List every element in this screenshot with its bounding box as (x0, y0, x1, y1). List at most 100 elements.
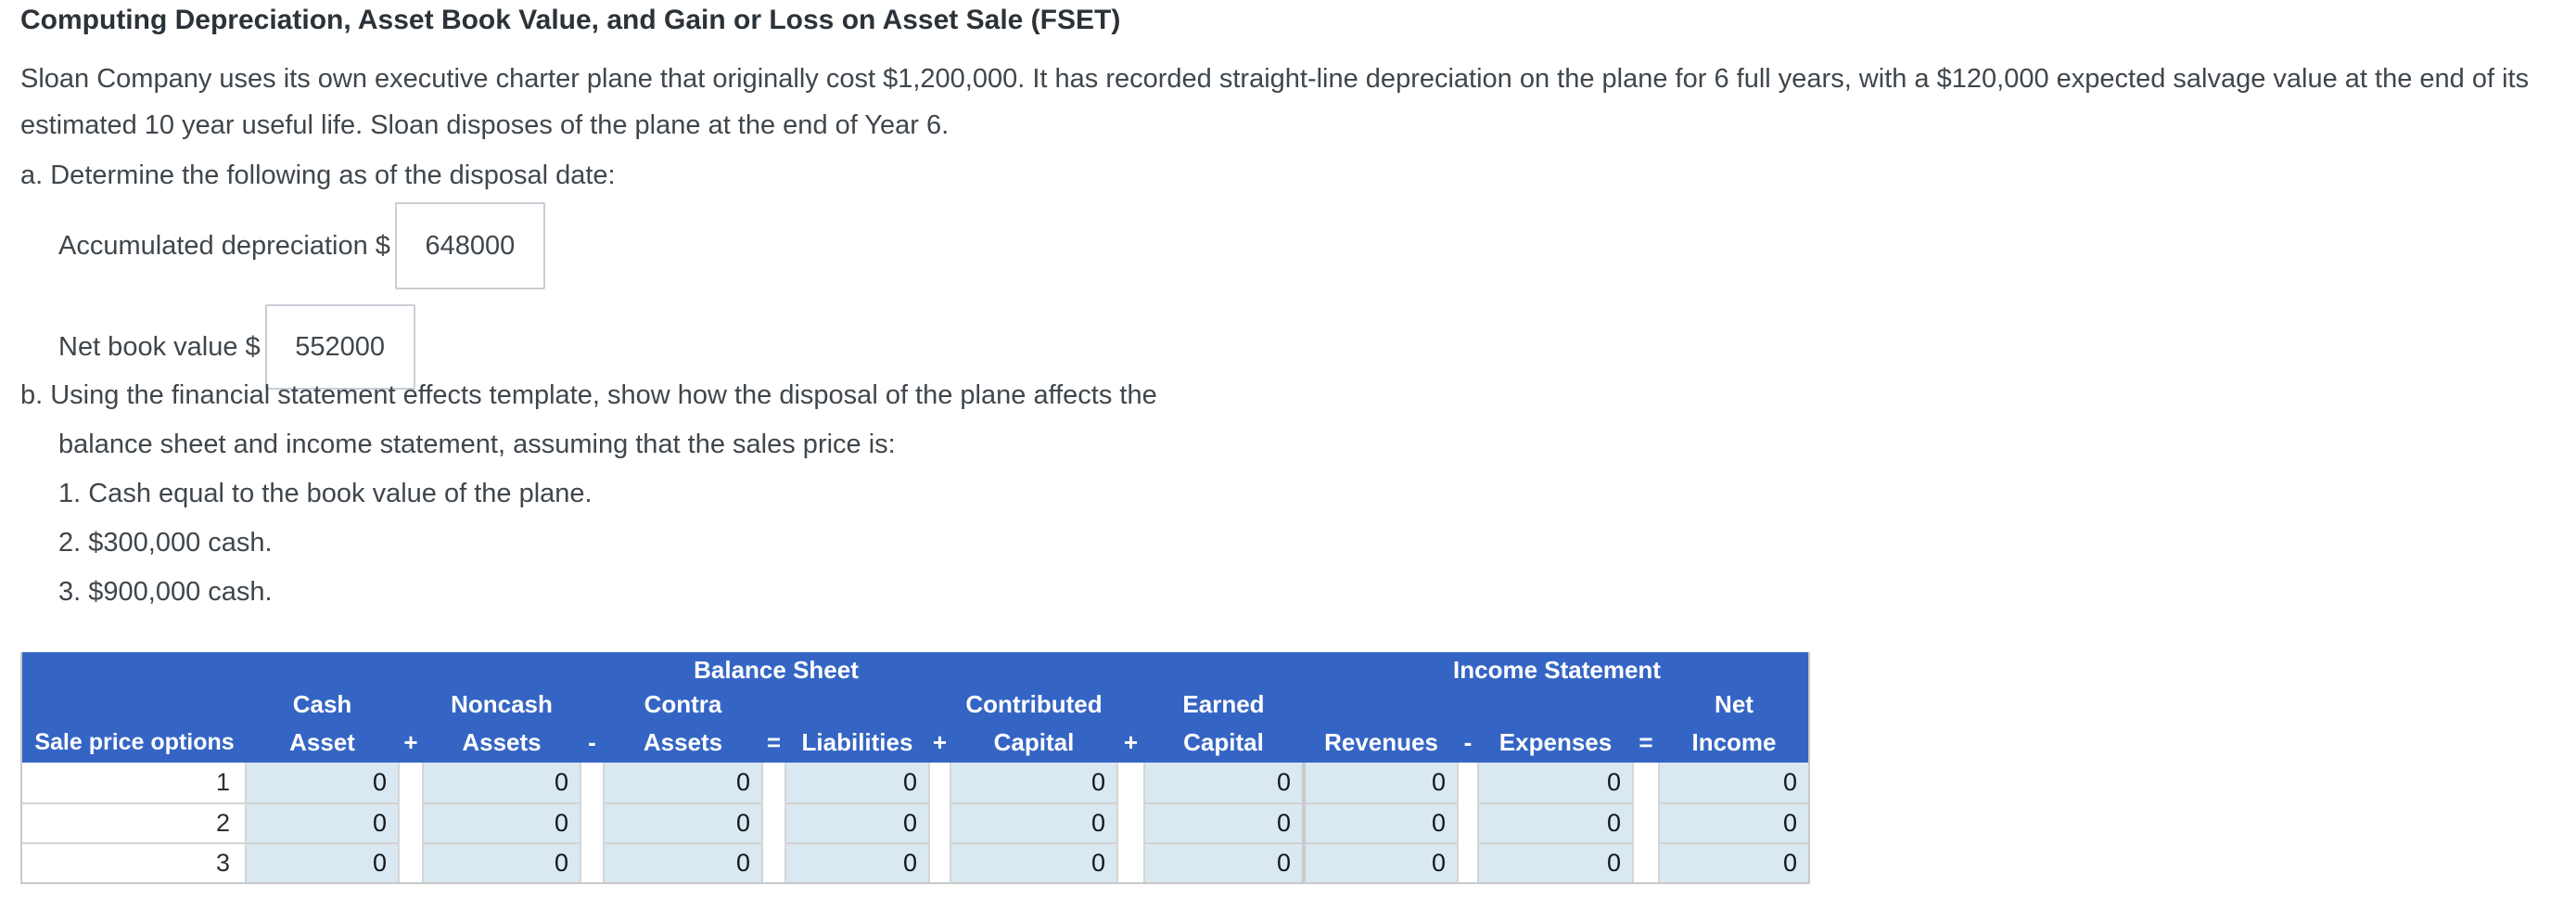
ch-top-op7 (1632, 687, 1660, 722)
fset-cell-contra-assets[interactable]: 0 (605, 842, 761, 882)
ch-top-expenses (1479, 687, 1632, 722)
part-b-item-3: 3. $900,000 cash. (58, 577, 273, 607)
row-option-label: 2 (22, 802, 247, 842)
fset-cell-liabilities[interactable]: 0 (786, 763, 928, 802)
ch-top-op3 (761, 687, 786, 722)
exercise-title: Computing Depreciation, Asset Book Value… (20, 5, 1121, 35)
ch-top-cash: Cash (247, 687, 398, 722)
equals-operator-1: = (761, 722, 786, 763)
fset-cell-net-income[interactable]: 0 (1660, 763, 1808, 802)
ch-top-liabilities (786, 687, 928, 722)
col-header-liabilities: Liabilities (786, 722, 928, 763)
gap-cell (1457, 763, 1479, 802)
part-b-heading-line2: balance sheet and income statement, assu… (58, 430, 896, 459)
income-statement-group-header: Income Statement (1306, 652, 1808, 687)
fset-cell-revenues[interactable]: 0 (1306, 763, 1457, 802)
fset-cell-cash-asset[interactable]: 0 (247, 802, 398, 842)
section-divider-bar (1302, 763, 1306, 802)
exercise-intro: Sloan Company uses its own executive cha… (20, 64, 2530, 140)
fset-cell-contributed-capital[interactable]: 0 (951, 802, 1116, 842)
gap-cell (928, 763, 951, 802)
col-header-revenues: Revenues (1306, 722, 1457, 763)
ch-top-contra: Contra (605, 687, 761, 722)
gap-cell (1632, 842, 1660, 882)
fset-cell-expenses[interactable]: 0 (1479, 763, 1632, 802)
fset-cell-contributed-capital[interactable]: 0 (951, 763, 1116, 802)
fset-cell-expenses[interactable]: 0 (1479, 842, 1632, 882)
row-option-label: 3 (22, 842, 247, 882)
gap-cell (580, 802, 605, 842)
ch-top-earned: Earned (1145, 687, 1302, 722)
col-header-noncash-assets: Assets (424, 722, 580, 763)
col-header-contributed-capital: Capital (951, 722, 1116, 763)
col-header-contra-assets: Assets (605, 722, 761, 763)
fset-cell-noncash-assets[interactable]: 0 (424, 763, 580, 802)
section-divider (1302, 722, 1306, 763)
net-book-value-input[interactable] (264, 304, 415, 390)
gap-cell (1116, 763, 1145, 802)
ch-top-op6 (1457, 687, 1479, 722)
ch-top-op5 (1116, 687, 1145, 722)
ch-top-op2 (580, 687, 605, 722)
accumulated-depreciation-input[interactable] (394, 202, 545, 289)
fset-cell-revenues[interactable]: 0 (1306, 802, 1457, 842)
fset-cell-earned-capital[interactable]: 0 (1145, 763, 1302, 802)
plus-operator-3: + (1116, 722, 1145, 763)
minus-operator-1: - (580, 722, 605, 763)
col-header-net-income: Income (1660, 722, 1808, 763)
plus-operator-2: + (928, 722, 951, 763)
fset-cell-net-income[interactable]: 0 (1660, 842, 1808, 882)
ch-top-noncash: Noncash (424, 687, 580, 722)
part-b-section: b. Using the financial statement effects… (20, 371, 1157, 617)
net-book-value-label: Net book value $ (58, 331, 261, 362)
row-option-label: 1 (22, 763, 247, 802)
gap-cell (1632, 802, 1660, 842)
ch-top-sale-price-options (22, 687, 247, 722)
fset-cell-liabilities[interactable]: 0 (786, 842, 928, 882)
ch-top-op4 (928, 687, 951, 722)
ch-top-revenues (1306, 687, 1457, 722)
ch-top-contributed: Contributed (951, 687, 1116, 722)
col-header-sale-price-options: Sale price options (22, 722, 247, 763)
col-header-expenses: Expenses (1479, 722, 1632, 763)
gap-cell (398, 842, 424, 882)
fset-cell-cash-asset[interactable]: 0 (247, 842, 398, 882)
gap-cell (398, 763, 424, 802)
fset-cell-contra-assets[interactable]: 0 (605, 802, 761, 842)
net-book-value-row: Net book value $ (58, 304, 415, 390)
gap-cell (761, 802, 786, 842)
fset-cell-net-income[interactable]: 0 (1660, 802, 1808, 842)
fset-cell-earned-capital[interactable]: 0 (1145, 842, 1302, 882)
accumulated-depreciation-label: Accumulated depreciation $ (58, 230, 390, 261)
fset-cell-contra-assets[interactable]: 0 (605, 763, 761, 802)
fset-cell-expenses[interactable]: 0 (1479, 802, 1632, 842)
fset-cell-noncash-assets[interactable]: 0 (424, 802, 580, 842)
fset-table: Balance Sheet Income Statement Cash Nonc… (20, 652, 1810, 884)
equals-operator-2: = (1632, 722, 1660, 763)
ch-top-divider (1302, 687, 1306, 722)
fset-cell-revenues[interactable]: 0 (1306, 842, 1457, 882)
gap-cell (580, 763, 605, 802)
accumulated-depreciation-row: Accumulated depreciation $ (58, 202, 545, 289)
gap-cell (928, 842, 951, 882)
fset-cell-cash-asset[interactable]: 0 (247, 763, 398, 802)
section-divider-bar (1302, 842, 1306, 882)
fset-cell-noncash-assets[interactable]: 0 (424, 842, 580, 882)
fset-cell-contributed-capital[interactable]: 0 (951, 842, 1116, 882)
group-header-spacer-left (22, 652, 247, 687)
gap-cell (1116, 802, 1145, 842)
gap-cell (398, 802, 424, 842)
part-b-item-1: 1. Cash equal to the book value of the p… (58, 479, 593, 508)
fset-cell-liabilities[interactable]: 0 (786, 802, 928, 842)
fset-cell-earned-capital[interactable]: 0 (1145, 802, 1302, 842)
section-divider-bar (1302, 802, 1306, 842)
gap-cell (928, 802, 951, 842)
col-header-cash-asset: Asset (247, 722, 398, 763)
gap-cell (1457, 802, 1479, 842)
gap-cell (1632, 763, 1660, 802)
gap-cell (580, 842, 605, 882)
part-a-heading: a. Determine the following as of the dis… (20, 160, 616, 190)
col-header-earned-capital: Capital (1145, 722, 1302, 763)
part-b-item-2: 2. $300,000 cash. (58, 528, 273, 558)
